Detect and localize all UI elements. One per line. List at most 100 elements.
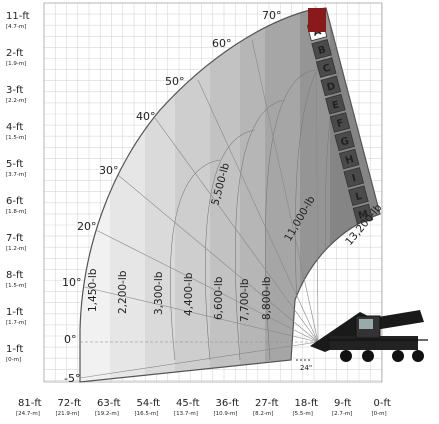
extension-label: G — [340, 136, 351, 149]
boom-tip — [308, 8, 326, 32]
y-label-ft: 5-ft — [6, 159, 23, 170]
wheel — [412, 350, 424, 362]
extension-marker: M — [352, 203, 374, 225]
cab-window — [359, 319, 373, 329]
load-zone-boundary — [265, 69, 316, 361]
y-label-m: [0-m] — [6, 357, 21, 363]
load-label: 3,300-lb — [153, 271, 165, 315]
wheel — [362, 350, 374, 362]
x-label-ft: 81-ft — [18, 398, 42, 409]
extension-marker: L — [348, 185, 369, 206]
load-zone — [265, 8, 300, 382]
extension-label: E — [331, 99, 341, 111]
load-zone-boundary — [170, 159, 221, 361]
x-label-m: [24.7-m] — [16, 411, 40, 417]
extension-marker: E — [325, 93, 346, 115]
angle-label: 0° — [64, 333, 77, 346]
extension-marker: G — [334, 130, 355, 152]
extension-label: F — [336, 118, 345, 130]
load-label: 2,200-lb — [117, 270, 129, 314]
extension-label: L — [354, 191, 364, 203]
angle-label: 20° — [77, 220, 97, 233]
x-label-ft: 0-ft — [374, 398, 391, 409]
angle-lines: 70° 60° 50° 40° 30° 20° 10° 0° -5° — [62, 5, 319, 385]
extension-box — [325, 93, 346, 115]
y-label-ft: 6-ft — [6, 196, 23, 207]
y-axis-labels: 11-ft [4.7-m] 2-ft [1.9-m] 3-ft [2.2-m] 4-ft [1… — [6, 11, 30, 363]
load-zone-boundary — [235, 99, 286, 361]
load-label: 7,700-lb — [239, 278, 251, 322]
extension-label: H — [344, 154, 355, 167]
extension-box — [352, 203, 374, 225]
extension-box — [315, 57, 337, 78]
load-zone-boundary — [204, 129, 256, 361]
x-label-m: [10.9-m] — [214, 411, 238, 417]
extension-box — [329, 112, 351, 133]
angle-line — [154, 117, 319, 343]
extension-marker: D — [320, 75, 342, 97]
extension-marker: I — [343, 167, 365, 188]
extension-label: M — [357, 209, 370, 222]
y-label-ft: 4-ft — [6, 122, 23, 133]
extension-box — [311, 39, 332, 60]
y-label-m: [1.7-m] — [6, 320, 26, 326]
angle-label: 70° — [262, 9, 282, 22]
wheel — [392, 350, 404, 362]
extension-marker: F — [329, 112, 351, 133]
angle-label: 60° — [212, 37, 232, 50]
y-label-ft: 7-ft — [6, 233, 23, 244]
x-label-m: [8.2-m] — [253, 411, 273, 417]
extension-label: B — [317, 44, 327, 57]
wheel — [340, 350, 352, 362]
y-label-m: [4.7-m] — [6, 24, 26, 30]
y-label-ft: 2-ft — [6, 48, 23, 59]
angle-label: 10° — [62, 276, 82, 289]
extension-box — [334, 130, 355, 152]
y-label-m: [3.7-m] — [6, 172, 26, 178]
angle-line — [117, 174, 319, 343]
reach-envelope — [79, 7, 381, 383]
y-label-m: [2.2-m] — [6, 98, 26, 104]
x-label-m: [2.7-m] — [332, 411, 352, 417]
x-label-ft: 45-ft — [176, 398, 200, 409]
angle-label: 30° — [99, 164, 119, 177]
load-zone — [210, 8, 240, 382]
x-label-ft: 63-ft — [97, 398, 121, 409]
x-label-ft: 18-ft — [295, 398, 319, 409]
y-label-m: [1.5-m] — [6, 283, 26, 289]
y-label-ft: 1-ft — [6, 344, 23, 355]
extension-label: D — [326, 81, 337, 94]
x-label-m: [16.5-m] — [135, 411, 159, 417]
extension-box — [348, 185, 369, 206]
x-label-ft: 9-ft — [334, 398, 351, 409]
x-label-m: [5.5-m] — [293, 411, 313, 417]
extension-box — [320, 75, 342, 97]
load-zone — [80, 8, 110, 382]
offset-label: 24" — [300, 364, 312, 372]
extension-marker: B — [311, 39, 332, 60]
y-label-ft: 3-ft — [6, 85, 23, 96]
extension-marker: H — [338, 148, 360, 170]
extension-label: I — [351, 173, 357, 185]
telehandler-icon — [296, 310, 428, 362]
x-label-m: [19.2-m] — [95, 411, 119, 417]
angle-line — [83, 286, 319, 343]
load-zone — [145, 8, 175, 382]
x-label-ft: 54-ft — [137, 398, 161, 409]
extension-label: C — [322, 63, 332, 76]
x-label-ft: 72-ft — [58, 398, 82, 409]
extension-label: A — [312, 26, 323, 39]
y-label-ft: 11-ft — [6, 11, 30, 22]
y-label-m: [1.5-m] — [6, 135, 26, 141]
angle-label: 50° — [165, 75, 185, 88]
load-zone — [240, 8, 265, 382]
angle-line — [251, 39, 319, 343]
y-label-ft: 8-ft — [6, 270, 23, 281]
load-label: 4,400-lb — [183, 272, 195, 316]
x-label-ft: 36-ft — [216, 398, 240, 409]
load-label: 1,450-lb — [87, 268, 99, 312]
grid-frame — [43, 2, 383, 383]
